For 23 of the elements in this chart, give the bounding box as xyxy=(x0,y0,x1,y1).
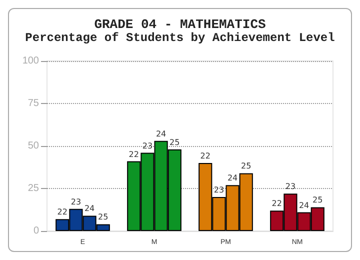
text: 23 xyxy=(285,182,296,192)
text: 24 xyxy=(227,174,238,183)
series-label: 22 xyxy=(57,208,68,217)
series-label: 24 xyxy=(84,204,95,214)
text: 22 xyxy=(128,150,139,159)
series-label: 23 xyxy=(70,197,82,206)
text: 25 xyxy=(241,162,252,171)
y-tick-label: 75 xyxy=(28,98,40,109)
series-label: 25 xyxy=(98,212,108,222)
text: 23 xyxy=(214,186,224,194)
y-tick-label: 100 xyxy=(22,56,40,66)
text: 23 xyxy=(142,141,153,150)
text: 25 xyxy=(312,196,323,205)
chart-title: GRADE 04 - MATHEMATICS xyxy=(94,17,266,32)
text: 24 xyxy=(298,200,310,210)
y-tick-label: 50 xyxy=(28,140,40,152)
chart-subtitle: Percentage of Students by Achievement Level xyxy=(25,31,335,45)
text: 22 xyxy=(272,199,282,208)
text: 25 xyxy=(170,138,180,147)
text: 24 xyxy=(156,129,166,138)
text: 22 xyxy=(200,152,210,160)
y-tick-label: 0 xyxy=(33,226,40,236)
y-tick-label: 25 xyxy=(28,183,40,194)
